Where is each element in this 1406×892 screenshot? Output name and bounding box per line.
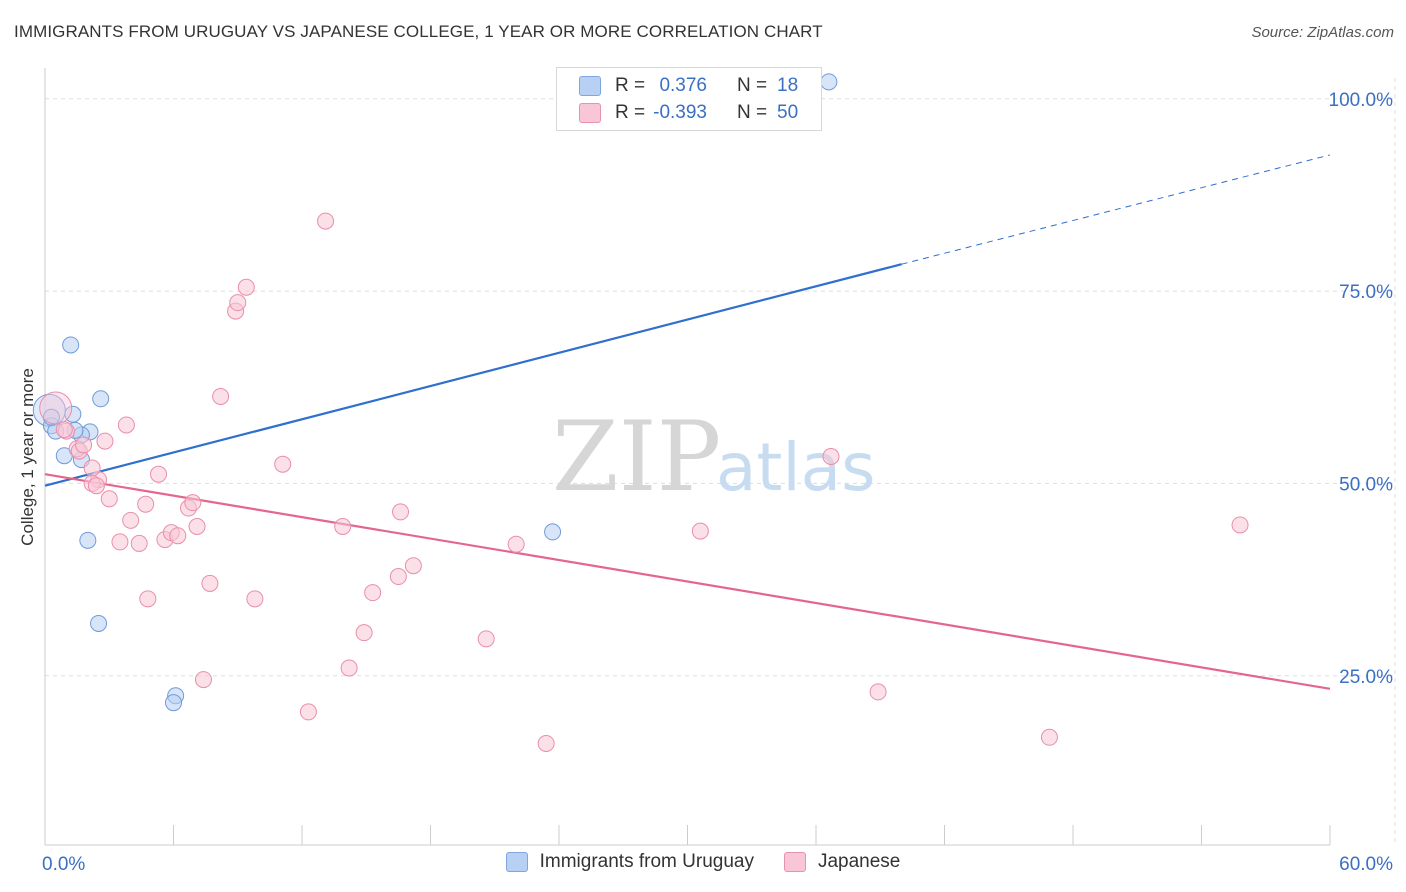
correlation-legend: R = 0.376 N = 18 R = -0.393 N = 50 <box>556 67 822 131</box>
axes <box>44 68 1331 846</box>
data-point-japanese <box>691 522 709 540</box>
data-point-japanese <box>1040 728 1058 746</box>
legend-row-japanese: R = -0.393 N = 50 <box>579 100 798 126</box>
legend-swatch-uruguay <box>505 852 528 872</box>
x-tick-label: 60.0% <box>1339 854 1393 875</box>
data-point-japanese <box>299 703 317 721</box>
trend-lines <box>44 154 1331 690</box>
data-point-japanese <box>392 503 410 521</box>
data-point-japanese <box>246 590 264 608</box>
data-point-uruguay <box>62 336 80 354</box>
data-point-japanese <box>389 568 407 586</box>
data-point-japanese <box>117 416 135 434</box>
data-point-japanese <box>139 590 157 608</box>
data-point-japanese <box>334 518 352 536</box>
legend-item-japanese[interactable]: Japanese <box>783 851 901 873</box>
data-points <box>32 73 1249 752</box>
legend-n-label: N = <box>737 75 768 96</box>
data-point-japanese <box>364 584 382 602</box>
data-point-japanese <box>537 734 555 752</box>
trend-line-japanese <box>44 473 1331 690</box>
data-point-japanese <box>111 533 129 551</box>
legend-r-value-uruguay: 0.376 <box>659 75 707 96</box>
tick-labels: 100.0% 75.0% 50.0% 25.0% 0.0% 60.0% <box>42 90 1393 875</box>
data-point-japanese <box>169 527 187 545</box>
legend-n-value-uruguay: 18 <box>777 75 799 96</box>
data-point-japanese <box>55 421 73 439</box>
data-point-uruguay <box>165 694 182 712</box>
y-tick-label: 75.0% <box>1339 282 1393 303</box>
data-point-japanese <box>194 671 212 689</box>
y-tick-label: 100.0% <box>1329 90 1394 111</box>
data-point-japanese <box>188 518 206 536</box>
data-point-uruguay <box>544 523 562 541</box>
data-point-japanese <box>1231 516 1249 534</box>
data-point-japanese <box>184 494 202 512</box>
legend-r-label: R = <box>615 102 646 123</box>
data-point-japanese <box>822 448 840 465</box>
data-point-japanese <box>507 535 525 553</box>
data-point-uruguay <box>90 614 108 632</box>
data-point-japanese <box>150 465 168 483</box>
chart-title: IMMIGRANTS FROM URUGUAY VS JAPANESE COLL… <box>14 22 823 41</box>
legend-n-label: N = <box>737 102 768 123</box>
x-tick-label: 0.0% <box>42 854 85 875</box>
data-point-japanese <box>39 391 73 425</box>
watermark-atlas: atlas <box>716 429 876 506</box>
data-point-japanese <box>355 624 373 642</box>
data-point-japanese <box>869 683 887 701</box>
legend-item-uruguay[interactable]: Immigrants from Uruguay <box>505 851 754 873</box>
data-point-japanese <box>201 574 219 592</box>
legend-r-label: R = <box>615 75 646 96</box>
data-point-uruguay <box>820 73 838 91</box>
data-point-japanese <box>122 511 140 529</box>
data-point-japanese <box>100 490 118 508</box>
legend-swatch-uruguay <box>579 76 601 96</box>
legend-swatch-japanese <box>579 103 601 123</box>
data-point-japanese <box>317 212 335 230</box>
y-tick-label: 50.0% <box>1339 474 1393 495</box>
y-tick-label: 25.0% <box>1339 667 1393 688</box>
data-point-japanese <box>274 455 292 473</box>
legend-label-japanese: Japanese <box>817 851 901 872</box>
data-point-japanese <box>96 432 114 450</box>
data-point-japanese <box>340 659 358 677</box>
legend-swatch-japanese <box>783 852 806 872</box>
legend-row-uruguay: R = 0.376 N = 18 <box>579 73 798 99</box>
series-legend: Immigrants from Uruguay Japanese <box>0 851 1406 873</box>
watermark: ZIP atlas <box>552 401 876 513</box>
watermark-zip: ZIP <box>552 401 721 513</box>
data-point-japanese <box>229 294 247 312</box>
data-point-japanese <box>212 387 230 405</box>
legend-label-uruguay: Immigrants from Uruguay <box>539 851 754 872</box>
data-point-japanese <box>137 495 155 513</box>
data-point-uruguay <box>92 390 110 408</box>
data-point-japanese <box>130 534 148 552</box>
data-point-japanese <box>87 477 105 495</box>
data-point-japanese <box>75 436 93 454</box>
data-point-japanese <box>404 557 422 575</box>
legend-n-value-japanese: 50 <box>777 102 799 123</box>
legend-r-value-japanese: -0.393 <box>653 102 707 123</box>
trend-line-uruguay <box>44 263 902 487</box>
data-point-japanese <box>477 630 495 648</box>
source-label: Source: ZipAtlas.com <box>1251 24 1394 41</box>
data-point-japanese <box>237 278 255 296</box>
trend-line-extension-uruguay <box>901 154 1331 265</box>
data-point-uruguay <box>79 531 97 549</box>
data-point-japanese <box>83 459 101 477</box>
